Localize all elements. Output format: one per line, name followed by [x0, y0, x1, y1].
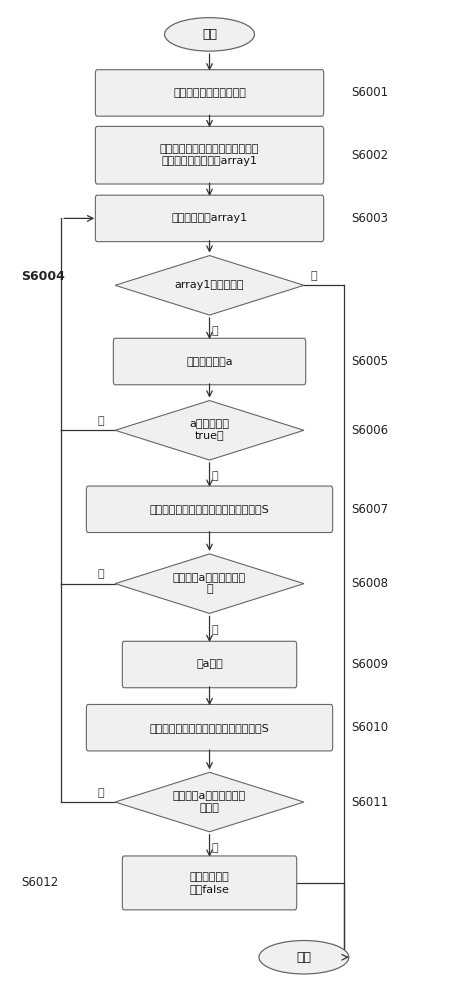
Text: 根据有关系电缆的优先级关系分析
结果，建立条件数组array1: 根据有关系电缆的优先级关系分析 结果，建立条件数组array1 — [160, 144, 259, 166]
Text: 备份各截面有向图及所有条件处理状态S: 备份各截面有向图及所有条件处理状态S — [150, 504, 269, 514]
Text: 建立各关键截面空有向图: 建立各关键截面空有向图 — [173, 88, 246, 98]
Text: 否: 否 — [212, 326, 218, 336]
Text: S6009: S6009 — [351, 658, 388, 671]
Text: S6012: S6012 — [21, 876, 58, 889]
Text: 获取当前条件a: 获取当前条件a — [186, 357, 233, 367]
Ellipse shape — [165, 18, 254, 51]
FancyBboxPatch shape — [86, 704, 333, 751]
Ellipse shape — [259, 941, 349, 974]
Text: 将a反向: 将a反向 — [196, 660, 223, 670]
FancyBboxPatch shape — [86, 486, 333, 533]
Text: 是: 是 — [97, 788, 104, 798]
Text: S6002: S6002 — [351, 149, 388, 162]
Polygon shape — [115, 401, 304, 460]
Text: S6010: S6010 — [351, 721, 388, 734]
Polygon shape — [115, 554, 304, 613]
Text: S6011: S6011 — [351, 796, 389, 809]
Text: 否: 否 — [212, 625, 218, 635]
Text: S6006: S6006 — [351, 424, 388, 437]
Text: array1遍历完成？: array1遍历完成？ — [175, 280, 244, 290]
Text: S6001: S6001 — [351, 86, 388, 99]
Text: 恢复各截面有向图及所有条件处理状态S: 恢复各截面有向图及所有条件处理状态S — [150, 723, 269, 733]
Text: 记录错误信息
返回false: 记录错误信息 返回false — [190, 872, 229, 894]
Text: 是: 是 — [97, 569, 104, 579]
Text: 开始: 开始 — [202, 28, 217, 41]
Text: S6008: S6008 — [351, 577, 388, 590]
Text: S6007: S6007 — [351, 503, 388, 516]
Text: a处理标记为
true？: a处理标记为 true？ — [190, 419, 229, 441]
Text: S6004: S6004 — [21, 270, 65, 283]
FancyBboxPatch shape — [96, 195, 324, 242]
Text: S6003: S6003 — [351, 212, 388, 225]
Text: 判断条件a反向加入，是
否合理: 判断条件a反向加入，是 否合理 — [173, 791, 246, 813]
FancyBboxPatch shape — [113, 338, 306, 385]
Text: 遍历条件数组array1: 遍历条件数组array1 — [172, 213, 248, 223]
FancyBboxPatch shape — [96, 70, 324, 116]
FancyBboxPatch shape — [122, 856, 297, 910]
Text: 否: 否 — [212, 843, 218, 853]
Text: 是: 是 — [97, 416, 104, 426]
Polygon shape — [115, 772, 304, 832]
Text: 否: 否 — [212, 471, 218, 481]
Text: S6005: S6005 — [351, 355, 388, 368]
Text: 判断条件a加入，是否合
理: 判断条件a加入，是否合 理 — [173, 573, 246, 594]
Polygon shape — [115, 256, 304, 315]
FancyBboxPatch shape — [96, 126, 324, 184]
Text: 是: 是 — [311, 271, 317, 281]
FancyBboxPatch shape — [122, 641, 297, 688]
Text: 结束: 结束 — [296, 951, 311, 964]
